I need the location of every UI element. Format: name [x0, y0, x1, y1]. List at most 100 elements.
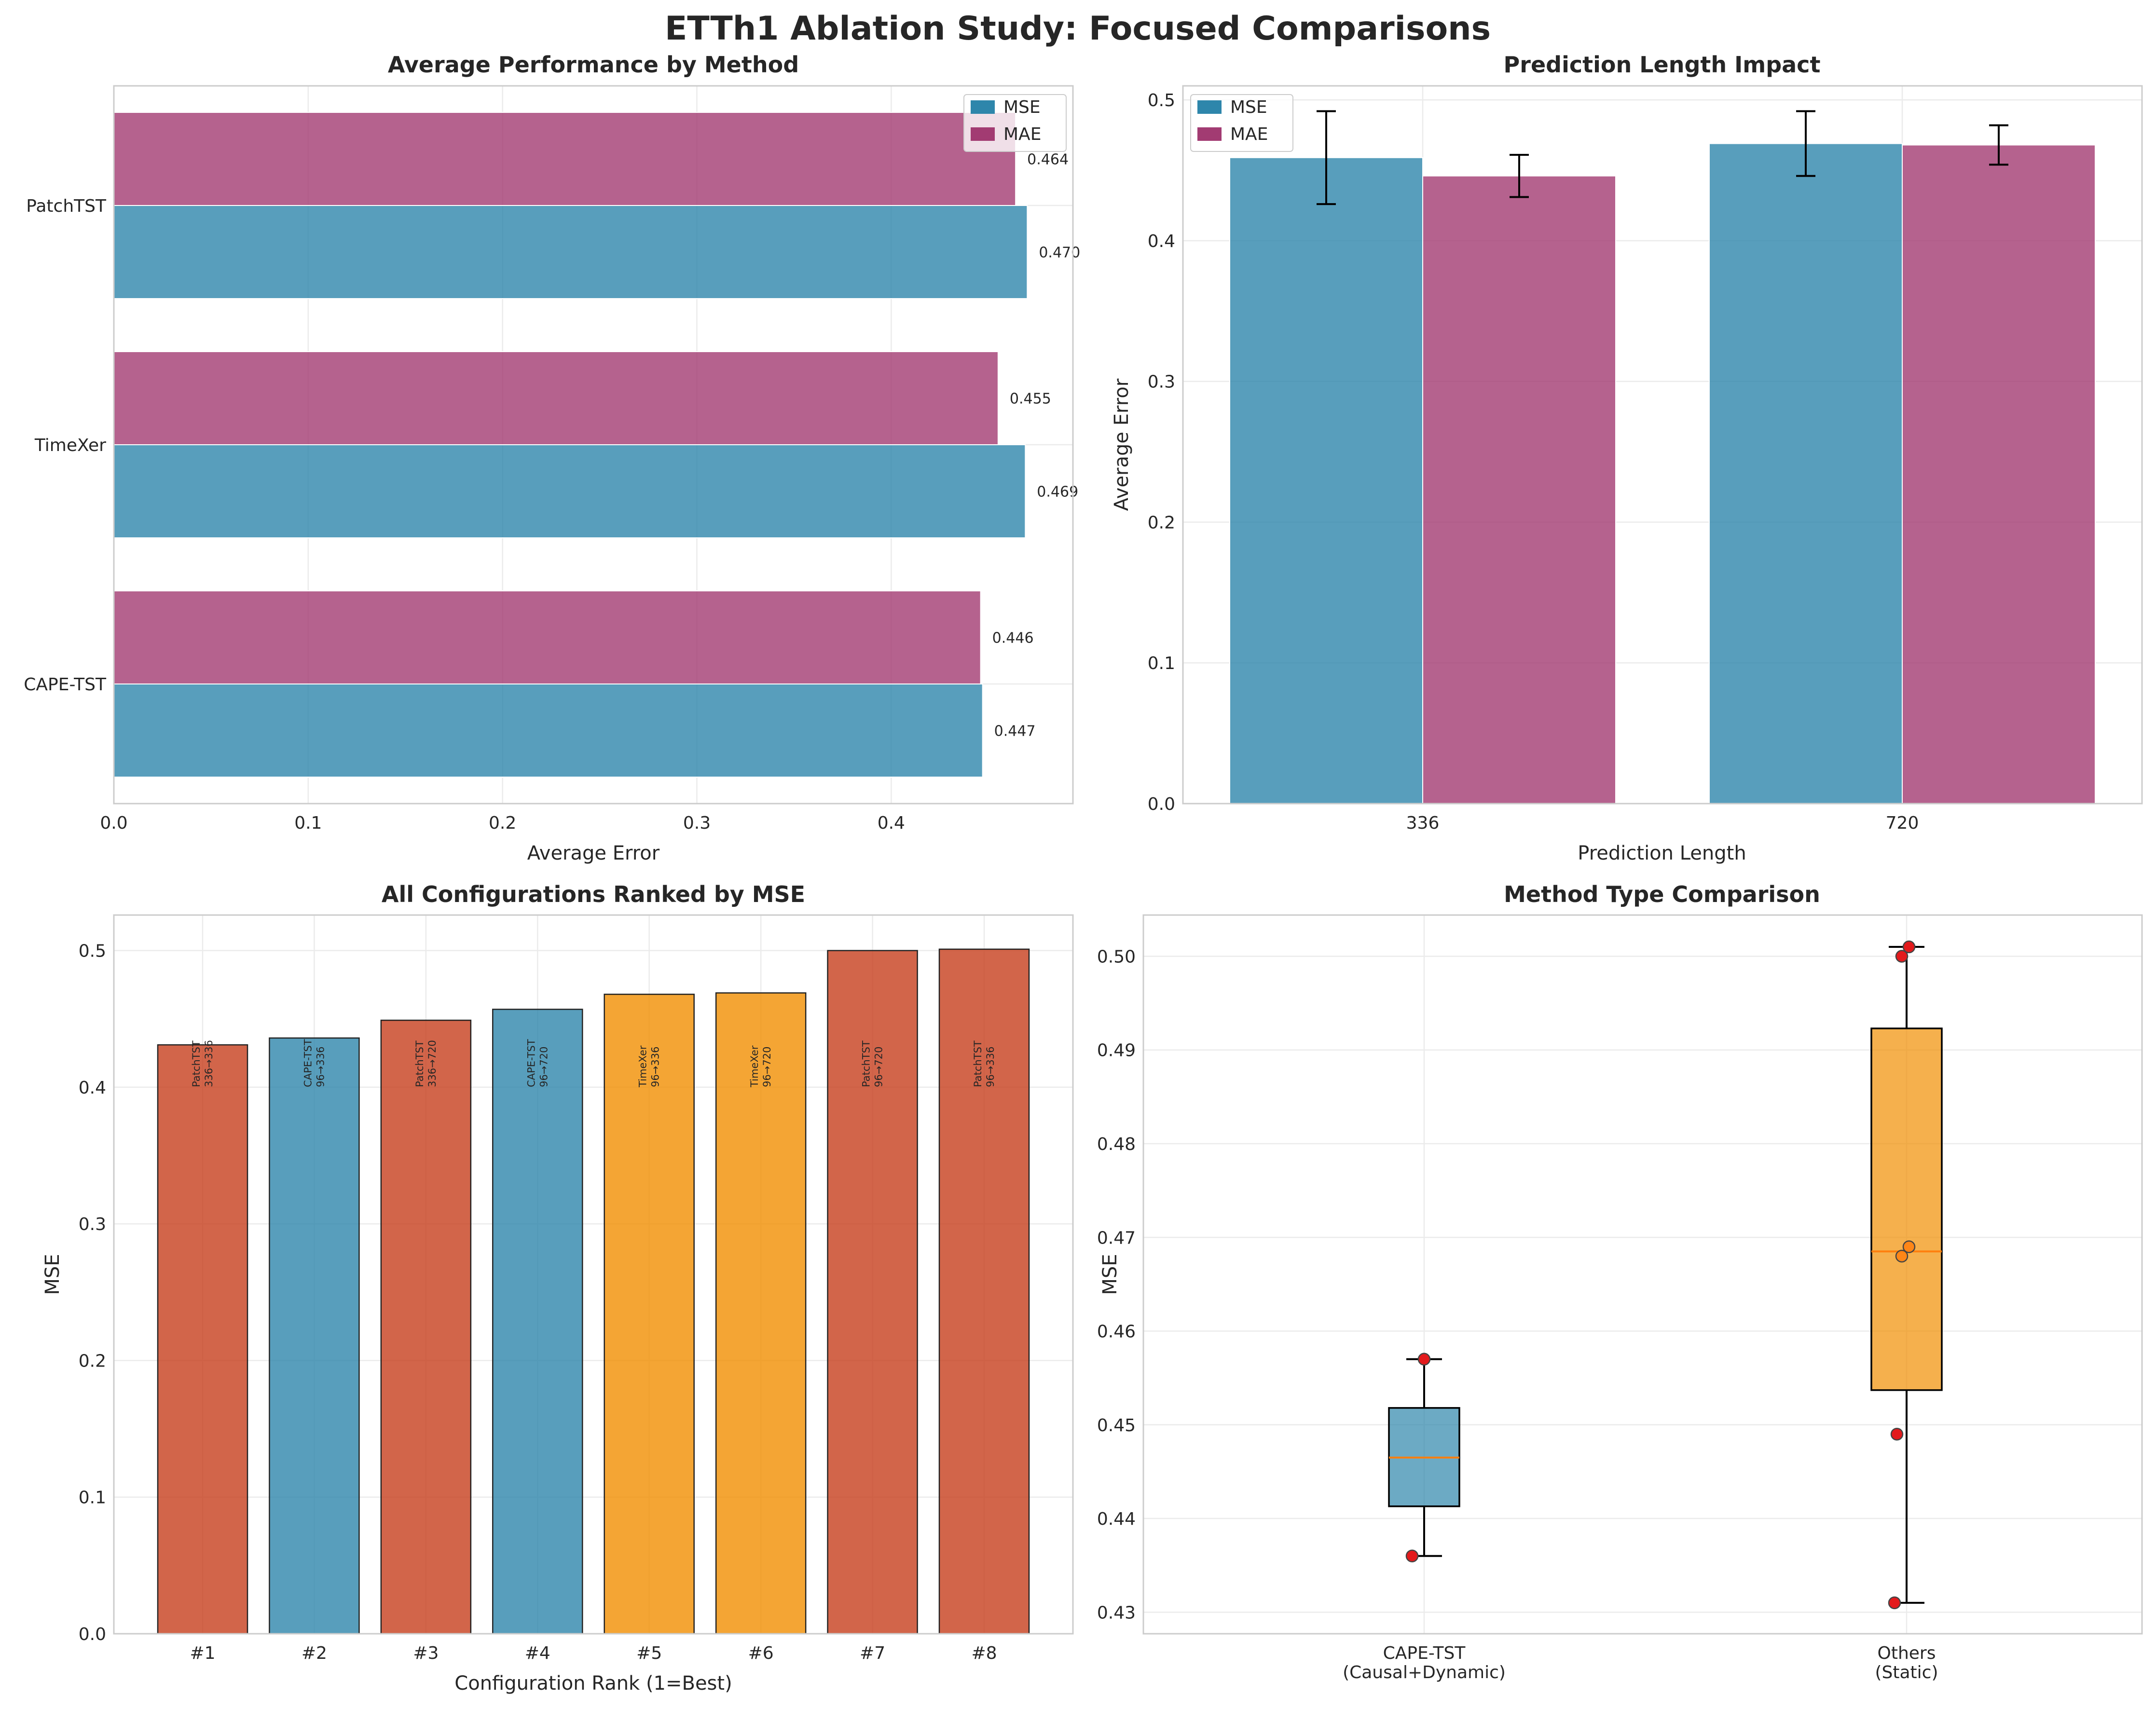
data-point: [1405, 1549, 1419, 1563]
chart-title: Prediction Length Impact: [1504, 52, 1821, 78]
svg-text:CAPE-TST: CAPE-TST: [302, 1039, 314, 1087]
bar-mse-rank: [157, 1044, 248, 1635]
x-tick-label: #7: [860, 1643, 885, 1663]
y-tick-label: 0.46: [1097, 1322, 1136, 1342]
y-tick-label: 0.50: [1097, 947, 1136, 967]
svg-text:96→720: 96→720: [873, 1047, 885, 1087]
plot-frame: [1142, 914, 2143, 1635]
svg-text:PatchTST: PatchTST: [861, 1040, 872, 1087]
y-tick-label: 0.45: [1097, 1416, 1136, 1436]
x-tick-label: #3: [413, 1643, 439, 1663]
plot-frame: [1182, 85, 2143, 805]
x-axis-label: Configuration Rank (1=Best): [454, 1672, 732, 1695]
panel-method-type: Method Type Comparison 0.43 0.44 0.45 0.46 0…: [1097, 881, 2143, 1682]
y-axis-label: MSE: [1099, 1254, 1121, 1295]
svg-text:96→336: 96→336: [985, 1047, 996, 1087]
bar-mse-rank: [269, 1037, 360, 1635]
panel-ranked-configurations: All Configurations Ranked by MSE PatchTS…: [41, 881, 1074, 1695]
x-tick-label: #8: [971, 1643, 997, 1663]
bar-mse-rank: [380, 1019, 472, 1635]
data-point: [1902, 1240, 1916, 1253]
x-tick-label: #4: [525, 1643, 550, 1663]
x-tick-label: 336: [1406, 813, 1440, 833]
y-tick-label: 0.0: [1148, 794, 1175, 814]
bar-value-label: 0.470: [1039, 245, 1080, 261]
bar-value-label: 0.469: [1037, 484, 1078, 501]
y-tick-label: CAPE-TST: [24, 675, 107, 695]
y-tick-label: 0.1: [79, 1488, 106, 1508]
x-tick-label: 0.0: [100, 813, 127, 833]
svg-text:96→336: 96→336: [315, 1047, 326, 1087]
y-tick-label: TimeXer: [34, 436, 106, 455]
bar-mse: [113, 684, 983, 778]
legend-label-mse: MSE: [1003, 97, 1041, 117]
bar-mse: [113, 205, 1028, 299]
bar-value-label: 0.455: [1010, 391, 1051, 408]
y-tick-label: 0.48: [1097, 1135, 1136, 1154]
y-tick-label: 0.4: [1148, 232, 1175, 251]
svg-text:96→720: 96→720: [538, 1047, 549, 1087]
data-point: [1902, 940, 1916, 954]
x-tick-label: CAPE-TST: [1383, 1643, 1466, 1663]
x-tick-label: #6: [748, 1643, 774, 1663]
bar-mae: [113, 351, 999, 445]
legend-swatch-mse: [1197, 100, 1222, 114]
x-tick-sublabel: (Static): [1875, 1663, 1938, 1682]
plot-frame: [113, 85, 1074, 805]
x-tick-label: 0.2: [489, 813, 516, 833]
error-bar: [1510, 153, 1529, 198]
y-tick-label: 0.1: [1148, 654, 1175, 673]
bar-config-label: PatchTST 96→720: [861, 1040, 885, 1087]
bar-mse: [1229, 157, 1423, 804]
bar-mae: [113, 590, 981, 684]
y-axis-label: MSE: [41, 1254, 64, 1295]
x-tick-label: #1: [190, 1643, 215, 1663]
bar-mse-rank: [715, 992, 807, 1635]
svg-text:336→720: 336→720: [426, 1040, 438, 1087]
legend-swatch-mse: [971, 100, 995, 114]
svg-text:TimeXer: TimeXer: [749, 1045, 760, 1088]
svg-text:CAPE-TST: CAPE-TST: [525, 1039, 537, 1087]
y-tick-label: 0.0: [79, 1625, 106, 1644]
svg-text:PatchTST: PatchTST: [191, 1040, 202, 1087]
x-tick-sublabel: (Causal+Dynamic): [1343, 1663, 1506, 1682]
y-tick-label: 0.2: [79, 1351, 106, 1371]
x-tick-label: 0.4: [878, 813, 905, 833]
data-point: [1417, 1353, 1431, 1366]
y-tick-label: PatchTST: [26, 196, 107, 216]
x-tick-label: #5: [636, 1643, 662, 1663]
chart-title: Average Performance by Method: [388, 52, 799, 78]
x-tick-label: 0.1: [294, 813, 322, 833]
y-tick-label: 0.3: [79, 1215, 106, 1234]
bar-config-label: TimeXer 96→336: [637, 1045, 661, 1088]
legend-swatch-mae: [1197, 127, 1222, 141]
bar-mse: [113, 444, 1026, 538]
svg-text:96→720: 96→720: [761, 1047, 773, 1087]
svg-text:TimeXer: TimeXer: [637, 1045, 649, 1088]
bar-config-label: PatchTST 336→720: [414, 1040, 438, 1087]
error-bar: [1989, 124, 2008, 166]
bar-mse-rank: [492, 1009, 583, 1635]
chart-title: Method Type Comparison: [1504, 881, 1820, 907]
y-tick-label: 0.2: [1148, 513, 1175, 533]
x-axis-label: Average Error: [527, 842, 660, 864]
bar-mse-rank: [938, 948, 1030, 1635]
bar-mse-rank: [604, 994, 695, 1635]
data-point: [1895, 950, 1909, 963]
chart-title: All Configurations Ranked by MSE: [382, 881, 805, 907]
bar-value-label: 0.447: [994, 723, 1036, 740]
y-tick-label: 0.5: [1148, 91, 1175, 110]
y-tick-label: 0.49: [1097, 1041, 1136, 1061]
x-tick-label: 720: [1886, 813, 1919, 833]
x-axis-label: Prediction Length: [1578, 842, 1746, 864]
bar-mse-rank: [827, 950, 918, 1635]
y-tick-label: 0.4: [79, 1078, 106, 1098]
y-axis-label: Average Error: [1111, 378, 1133, 511]
x-tick-label: Others: [1878, 1643, 1936, 1663]
svg-text:PatchTST: PatchTST: [972, 1040, 984, 1087]
bar-config-label: TimeXer 96→720: [749, 1045, 773, 1088]
svg-text:336→336: 336→336: [203, 1040, 215, 1087]
bar-mse: [1709, 143, 1903, 804]
bar-value-label: 0.464: [1027, 151, 1069, 168]
